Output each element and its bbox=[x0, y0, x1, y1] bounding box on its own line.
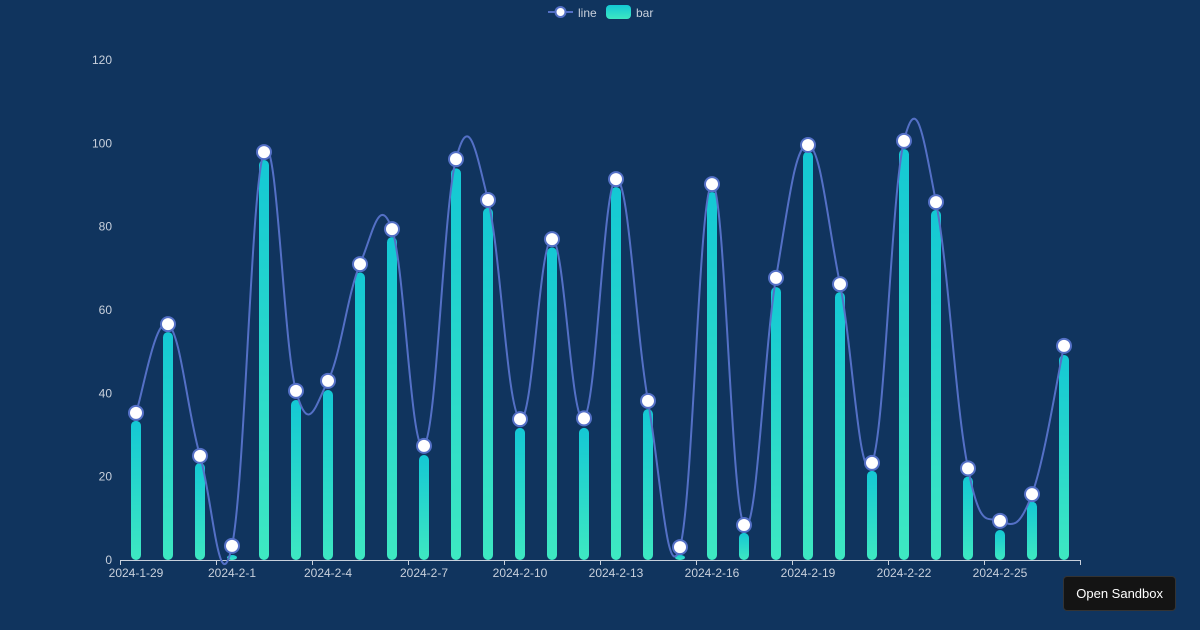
line-point-2024-2-2 bbox=[256, 144, 272, 161]
line-point-2024-2-27 bbox=[1056, 337, 1072, 354]
line-point-2024-1-29 bbox=[128, 404, 144, 421]
open-sandbox-button[interactable]: Open Sandbox bbox=[1063, 576, 1176, 611]
line-point-2024-2-24 bbox=[960, 460, 976, 477]
y-tick-label: 120 bbox=[92, 53, 112, 67]
bar-2024-2-27 bbox=[1059, 355, 1069, 560]
line-point-2024-2-25 bbox=[992, 512, 1008, 529]
line-point-2024-2-5 bbox=[352, 256, 368, 273]
line-point-2024-2-12 bbox=[576, 410, 592, 427]
bar-2024-2-22 bbox=[899, 149, 909, 560]
legend-label-line: line bbox=[578, 6, 597, 20]
legend[interactable]: line bar bbox=[548, 5, 653, 20]
legend-item-bar[interactable]: bar bbox=[606, 5, 653, 20]
line-point-2024-2-21 bbox=[864, 454, 880, 471]
x-tick-label: 2024-2-13 bbox=[589, 566, 644, 580]
line-point-2024-2-17 bbox=[736, 517, 752, 533]
x-tick-label: 2024-2-1 bbox=[208, 566, 256, 580]
line-point-2024-2-23 bbox=[928, 194, 944, 211]
line-point-2024-2-19 bbox=[800, 137, 816, 153]
bar-2024-2-25 bbox=[995, 530, 1005, 560]
bar-2024-2-21 bbox=[867, 470, 877, 560]
bar-2024-2-13 bbox=[611, 187, 621, 561]
bar-2024-2-7 bbox=[419, 455, 429, 560]
y-tick-label: 60 bbox=[99, 303, 113, 317]
x-tick-label: 2024-2-25 bbox=[973, 566, 1028, 580]
line-point-2024-2-16 bbox=[704, 176, 720, 193]
line-point-2024-1-31 bbox=[192, 447, 208, 464]
line-point-2024-1-30 bbox=[160, 316, 176, 333]
x-tick-label: 2024-1-29 bbox=[109, 566, 164, 580]
line-point-2024-2-13 bbox=[608, 171, 624, 188]
line-point-2024-2-3 bbox=[288, 382, 304, 399]
bar-2024-2-23 bbox=[931, 210, 941, 560]
line-point-2024-2-6 bbox=[384, 221, 400, 238]
bar-2024-2-18 bbox=[771, 287, 781, 560]
y-tick-label: 20 bbox=[99, 470, 113, 484]
line-point-2024-2-11 bbox=[544, 231, 560, 248]
bar-2024-2-19 bbox=[803, 151, 813, 560]
legend-item-line[interactable]: line bbox=[548, 6, 597, 20]
line-path bbox=[135, 117, 1065, 566]
line-point-2024-2-1 bbox=[224, 537, 240, 554]
bar-2024-1-30 bbox=[163, 332, 173, 560]
line-point-2024-2-14 bbox=[640, 392, 656, 409]
bar-series bbox=[131, 149, 1069, 561]
line-point-2024-2-18 bbox=[768, 269, 784, 286]
line-point-2024-2-26 bbox=[1024, 486, 1040, 503]
bar-2024-2-4 bbox=[323, 390, 333, 560]
line-point-2024-2-22 bbox=[896, 132, 912, 149]
line-series bbox=[128, 117, 1072, 566]
bar-2024-2-8 bbox=[451, 168, 461, 561]
bar-2024-2-14 bbox=[643, 409, 653, 560]
bar-2024-2-5 bbox=[355, 272, 365, 560]
bar-2024-2-6 bbox=[387, 237, 397, 561]
y-tick-label: 0 bbox=[105, 553, 112, 567]
x-tick-label: 2024-2-16 bbox=[685, 566, 740, 580]
x-tick-label: 2024-2-10 bbox=[493, 566, 548, 580]
x-tick-label: 2024-2-22 bbox=[877, 566, 932, 580]
bar-2024-2-11 bbox=[547, 247, 557, 560]
line-point-2024-2-4 bbox=[320, 372, 336, 389]
bar-2024-2-20 bbox=[835, 292, 845, 560]
x-tick-label: 2024-2-7 bbox=[400, 566, 448, 580]
bar-2024-2-9 bbox=[483, 207, 493, 560]
bar-2024-2-24 bbox=[963, 476, 973, 560]
bar-2024-2-3 bbox=[291, 400, 301, 560]
x-tick-label: 2024-2-19 bbox=[781, 566, 836, 580]
x-tick-label: 2024-2-4 bbox=[304, 566, 352, 580]
line-point-2024-2-8 bbox=[448, 151, 464, 168]
bar-2024-1-31 bbox=[195, 462, 205, 560]
line-point-2024-2-10 bbox=[512, 411, 528, 428]
y-tick-label: 100 bbox=[92, 136, 112, 150]
y-tick-label: 40 bbox=[99, 386, 113, 400]
y-axis: 0 20 40 60 80 100 120 bbox=[92, 53, 112, 567]
line-point-2024-2-15 bbox=[672, 539, 688, 556]
bar-2024-1-29 bbox=[131, 420, 141, 560]
bar-2024-2-16 bbox=[707, 192, 717, 561]
bar-2024-2-15 bbox=[675, 555, 685, 560]
bar-2024-2-10 bbox=[515, 427, 525, 560]
bar-2024-2-17 bbox=[739, 532, 749, 560]
bar-2024-2-2 bbox=[259, 160, 269, 560]
legend-label-bar: bar bbox=[636, 6, 653, 20]
y-tick-label: 80 bbox=[99, 220, 113, 234]
line-point-2024-2-7 bbox=[416, 437, 432, 454]
x-axis: 2024-1-29 2024-2-1 2024-2-4 2024-2-7 2024-2-… bbox=[109, 560, 1081, 580]
bar-2024-2-26 bbox=[1027, 501, 1037, 560]
line-point-2024-2-9 bbox=[480, 192, 496, 208]
bar-2024-2-12 bbox=[579, 427, 589, 560]
line-point-2024-2-20 bbox=[832, 276, 848, 293]
